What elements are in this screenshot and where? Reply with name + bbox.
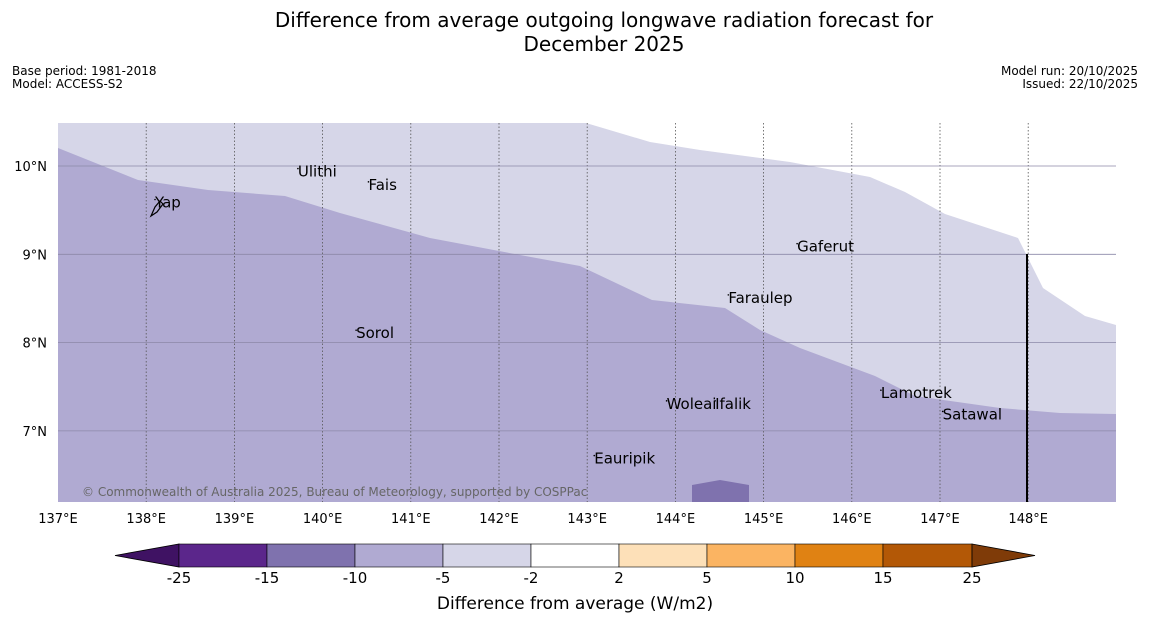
lon-tick-label: 147°E <box>920 512 960 527</box>
lon-tick-label: 142°E <box>479 512 519 527</box>
place-label: Eauripik <box>594 450 655 468</box>
lat-tick-label: 10°N <box>14 160 47 175</box>
lat-tick-label: 8°N <box>23 337 48 352</box>
place-label: Gaferut <box>797 238 854 256</box>
yap-island-icon <box>149 200 164 218</box>
place-label: Faraulep <box>728 289 792 307</box>
copyright-notice: © Commonwealth of Australia 2025, Bureau… <box>82 485 587 499</box>
place-label: Ulithi <box>298 163 337 181</box>
lon-tick-label: 143°E <box>567 512 607 527</box>
model-name: Model: ACCESS-S2 <box>12 77 124 91</box>
lon-tick-label: 144°E <box>656 512 696 527</box>
lat-tick-label: 7°N <box>23 425 48 440</box>
place-marker <box>941 410 944 413</box>
place-marker <box>665 400 668 402</box>
region-minus15-minus10 <box>692 480 749 502</box>
colorbar-tick-label: 10 <box>785 569 804 587</box>
place-label: Lamotrek <box>881 384 952 402</box>
colorbar-segment <box>266 543 356 568</box>
place-marker <box>367 181 370 183</box>
lon-tick-label: 146°E <box>832 512 872 527</box>
colorbar-tick-label: -2 <box>524 569 539 587</box>
place-marker <box>880 389 882 392</box>
colorbar-segment <box>354 543 444 568</box>
place-label: Woleai <box>667 395 717 413</box>
base-period: Base period: 1981-2018 <box>12 64 157 78</box>
colorbar-segment <box>706 543 796 568</box>
colorbar-tick-label: -15 <box>255 569 280 587</box>
colorbar-segment <box>794 543 884 568</box>
colorbar-tick-label: -10 <box>343 569 368 587</box>
colorbar-extend-high <box>971 543 1036 568</box>
colorbar-extend-low <box>114 543 180 568</box>
lon-tick-label: 140°E <box>303 512 343 527</box>
place-label: Fais <box>368 176 397 194</box>
issued-date: Issued: 22/10/2025 <box>1022 77 1138 91</box>
colorbar-tick-label: -5 <box>436 569 451 587</box>
place-label: Satawal <box>943 405 1002 423</box>
lat-tick-label: 9°N <box>23 248 48 263</box>
colorbar-tick-label: 15 <box>873 569 892 587</box>
colorbar-segment <box>882 543 973 568</box>
chart-title-line2: December 2025 <box>523 32 685 56</box>
chart-title: Difference from average outgoing longwav… <box>0 8 1150 56</box>
place-label: Ifalik <box>715 395 751 413</box>
gridlines <box>58 123 1116 502</box>
place-marker <box>796 242 798 245</box>
colorbar-tick-label: 25 <box>962 569 981 587</box>
colorbar-segment <box>178 543 268 568</box>
place-marker <box>593 454 596 457</box>
axis-labels: 137°E 138°E 139°E 140°E 141°E 142°E 143°E 144°E… <box>14 160 1048 527</box>
colorbar-segment <box>618 543 708 568</box>
colorbar-tick-label: 2 <box>614 569 624 587</box>
place-marker <box>355 329 357 331</box>
colorbar-segment <box>442 543 532 568</box>
place-marker <box>297 167 299 170</box>
model-run: Model run: 20/10/2025 <box>1000 64 1138 78</box>
meta-info-left: Base period: 1981-2018 Model: ACCESS-S2 <box>12 65 157 91</box>
place-marker <box>727 294 730 296</box>
lon-tick-label: 145°E <box>744 512 784 527</box>
colorbar-tick-label: -25 <box>167 569 192 587</box>
lon-tick-label: 141°E <box>391 512 431 527</box>
map-plot-area: YapUlithiFaisGaferutFaraulepSorolWoleaiI… <box>58 123 1116 502</box>
lon-tick-label: 148°E <box>1008 512 1048 527</box>
colorbar-label: Difference from average (W/m2) <box>436 594 714 614</box>
place-label: Sorol <box>356 324 394 342</box>
colorbar: -25 -15 -10 -5 -2 2 5 10 15 25 <box>114 543 1036 587</box>
colorbar-tick-label: 5 <box>702 569 712 587</box>
place-marker <box>154 198 156 201</box>
lon-tick-label: 138°E <box>126 512 166 527</box>
place-marker <box>714 400 716 402</box>
lon-tick-label: 137°E <box>38 512 78 527</box>
meta-info-right: Model run: 20/10/2025 Issued: 22/10/2025 <box>1001 65 1138 91</box>
chart-title-line1: Difference from average outgoing longwav… <box>274 8 934 32</box>
colorbar-segment <box>530 543 620 568</box>
lon-tick-label: 139°E <box>215 512 255 527</box>
